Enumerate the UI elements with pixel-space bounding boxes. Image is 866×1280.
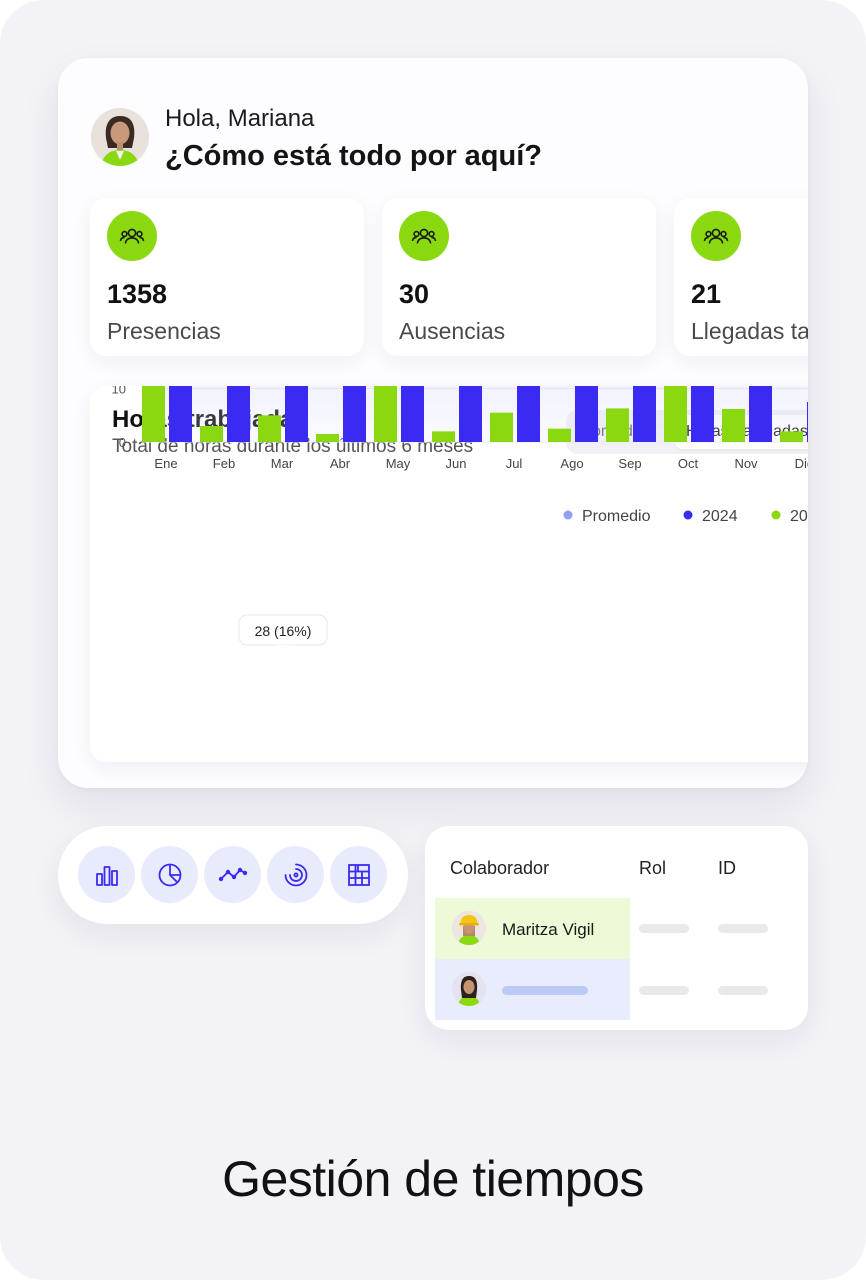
- stat-label: Presencias: [107, 318, 221, 344]
- table-row[interactable]: [435, 959, 630, 1020]
- bar-2024: [169, 386, 192, 442]
- bar-2023: [606, 408, 629, 442]
- bar-2023: [490, 412, 513, 442]
- users-icon: [107, 211, 157, 261]
- x-tick-label: May: [386, 456, 411, 471]
- column-header-id[interactable]: ID: [718, 858, 736, 878]
- legend-label: 2024: [702, 508, 738, 525]
- radial-chart-button[interactable]: [267, 846, 324, 903]
- bar-2024: [343, 386, 366, 442]
- bar-2023: [432, 431, 455, 442]
- stat-value: 30: [399, 279, 430, 309]
- y-tick-label: 10: [112, 386, 126, 397]
- avatar: [452, 972, 486, 1006]
- y-tick-label: 0: [119, 435, 126, 450]
- heatmap-button[interactable]: [330, 846, 387, 903]
- stat-label: Llegadas tarde: [691, 318, 808, 344]
- users-icon: [399, 211, 449, 261]
- bar-chart-icon: [95, 865, 118, 886]
- bar-2024: [749, 386, 772, 442]
- bar-chart: 01015202530EneFebMarAbrMayJunJulAgoSepOc…: [112, 386, 808, 651]
- legend-label: 2023: [790, 508, 808, 525]
- x-tick-label: Jun: [446, 456, 467, 471]
- stat-card-ausencias[interactable]: 30 Ausencias: [382, 198, 656, 356]
- worker-portrait-icon: [452, 911, 486, 945]
- bar-2024: [285, 386, 308, 442]
- bar-2024: [575, 386, 598, 442]
- bar-2023: [722, 408, 745, 442]
- x-tick-label: Jul: [506, 456, 523, 471]
- legend-dot: [771, 510, 781, 520]
- legend-label: Promedio: [582, 508, 651, 525]
- stat-card-presencias[interactable]: 1358 Presencias: [90, 198, 364, 356]
- x-tick-label: Ago: [560, 456, 583, 471]
- bar-2024: [691, 386, 714, 442]
- x-tick-label: Abr: [330, 456, 351, 471]
- bar-2023: [142, 386, 165, 442]
- tooltip-label: 28 (16%): [255, 623, 312, 639]
- column-header-rol[interactable]: Rol: [639, 858, 667, 878]
- rol-placeholder: [639, 924, 689, 933]
- line-chart-button[interactable]: [204, 846, 261, 903]
- bar-2024: [401, 386, 424, 442]
- bar-2023: [374, 386, 397, 442]
- worker-portrait-icon: [452, 972, 486, 1006]
- table-row[interactable]: Maritza Vigil: [435, 898, 630, 959]
- chart-type-selector: [58, 826, 408, 924]
- feature-title: Gestión de tiempos: [222, 1151, 644, 1207]
- stat-value: 21: [691, 279, 722, 309]
- x-tick-label: Feb: [213, 456, 235, 471]
- bar-2023: [316, 434, 339, 442]
- x-tick-label: Nov: [734, 456, 758, 471]
- pie-chart-icon: [158, 863, 181, 886]
- legend-dot: [563, 510, 573, 520]
- user-portrait-icon: [91, 108, 149, 166]
- id-placeholder: [718, 986, 768, 995]
- x-tick-label: Sep: [618, 456, 641, 471]
- bar-2023: [548, 428, 571, 442]
- x-tick-label: Oct: [678, 456, 699, 471]
- legend-dot: [683, 510, 693, 520]
- bar-2024: [807, 402, 808, 442]
- bar-2024: [517, 386, 540, 442]
- radial-chart-icon: [284, 863, 307, 886]
- x-tick-label: Ene: [154, 456, 177, 471]
- bar-2024: [459, 386, 482, 442]
- collaborator-name: Maritza Vigil: [502, 920, 595, 939]
- column-header-colaborador[interactable]: Colaborador: [450, 858, 550, 878]
- x-tick-label: Dic: [795, 456, 808, 471]
- name-placeholder: [502, 986, 588, 995]
- bar-2023: [780, 431, 803, 442]
- rol-placeholder: [639, 986, 689, 995]
- tooltip-arrow: [277, 645, 289, 651]
- stat-label: Ausencias: [399, 318, 506, 344]
- dashboard-card: Hola, Mariana ¿Cómo está todo por aquí? …: [58, 58, 808, 788]
- stat-card-llegadas-tarde[interactable]: 21 Llegadas tarde: [674, 198, 808, 356]
- bar-2023: [664, 386, 687, 442]
- avatar: [452, 911, 486, 945]
- id-placeholder: [718, 924, 768, 933]
- bar-2023: [200, 426, 223, 442]
- bar-2024: [227, 386, 250, 442]
- bar-2024: [633, 386, 656, 442]
- bar-chart-button[interactable]: [78, 846, 135, 903]
- greeting: Hola, Mariana: [165, 105, 315, 132]
- stat-value: 1358: [107, 279, 168, 309]
- avatar[interactable]: [91, 108, 149, 166]
- pie-chart-button[interactable]: [141, 846, 198, 903]
- hours-chart-card: Horas trabajadas Total de horas durante …: [90, 386, 808, 762]
- users-icon: [691, 211, 741, 261]
- heatmap-icon: [347, 863, 370, 886]
- collaborators-table: Colaborador Rol ID Maritza Vigil: [425, 826, 808, 1030]
- line-chart-icon: [218, 867, 247, 881]
- x-tick-label: Mar: [271, 456, 294, 471]
- page-title: ¿Cómo está todo por aquí?: [165, 140, 542, 172]
- bar-2023: [258, 415, 281, 442]
